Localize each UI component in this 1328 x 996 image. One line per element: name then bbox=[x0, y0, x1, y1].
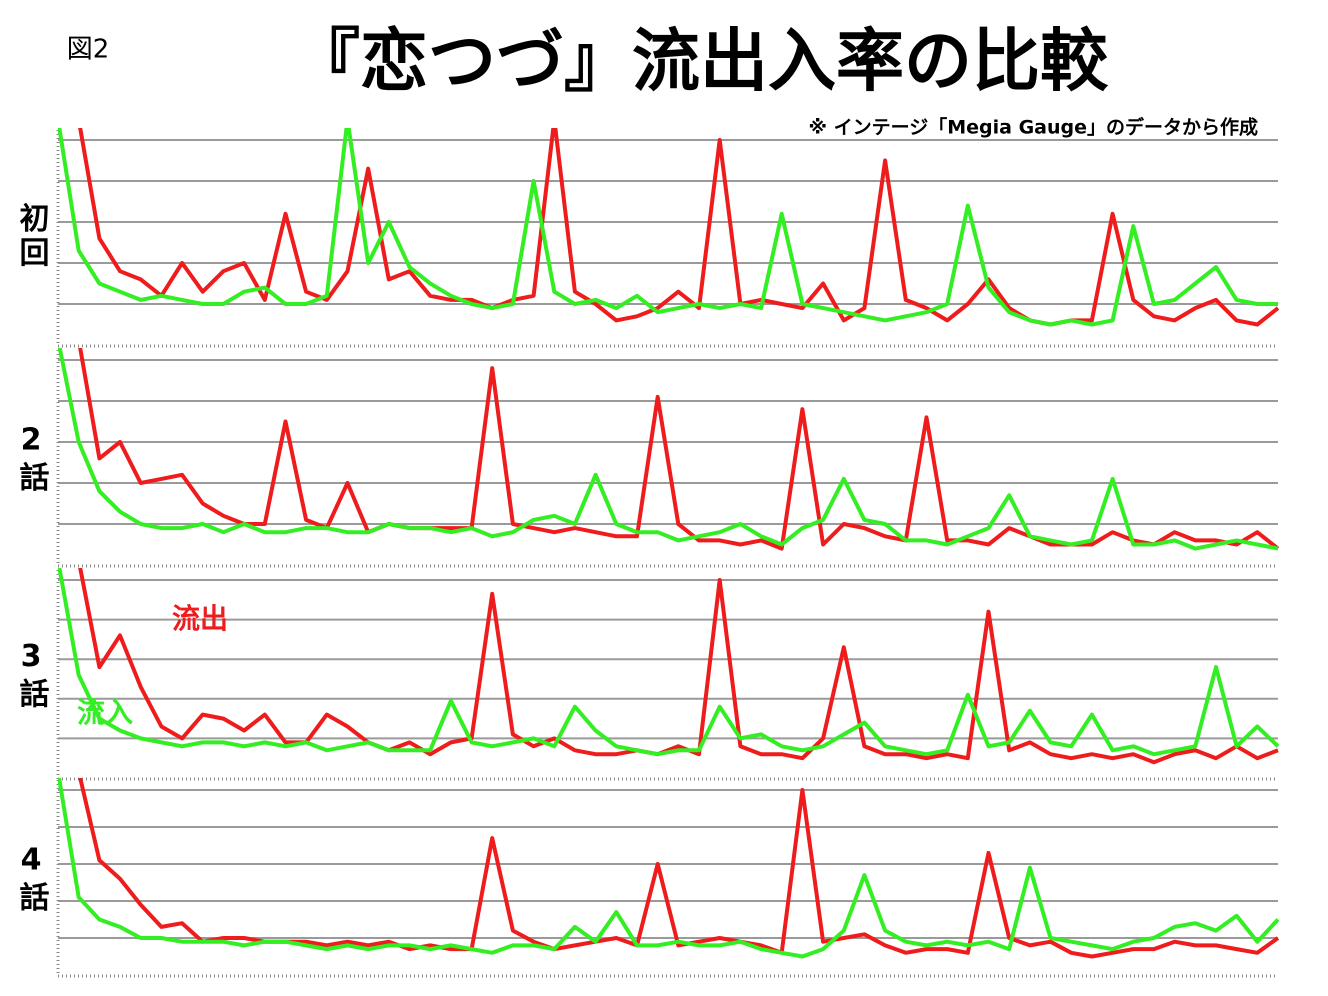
legend-label: 流入 bbox=[77, 696, 133, 729]
panel-label: 初回 bbox=[14, 203, 50, 271]
data-line bbox=[78, 568, 1279, 765]
panel: 2話 bbox=[14, 348, 1280, 568]
source-note: ※ インテージ「Megia Gauge」のデータから作成 bbox=[809, 116, 1258, 139]
panel-label: 4話 bbox=[14, 843, 50, 916]
panel: 4話 bbox=[14, 778, 1280, 978]
data-line bbox=[58, 778, 1280, 959]
data-line bbox=[58, 568, 1280, 757]
panel: 初回 bbox=[14, 128, 1280, 348]
panel-label: 2話 bbox=[14, 423, 50, 496]
panel-label: 3話 bbox=[14, 639, 50, 712]
figure-label: 図2 bbox=[67, 35, 110, 65]
data-line bbox=[58, 348, 1279, 551]
legend-label: 流出 bbox=[172, 602, 228, 635]
figure-title: 『恋つづ』流出入率の比較 bbox=[292, 23, 1109, 102]
data-line bbox=[58, 128, 1278, 327]
